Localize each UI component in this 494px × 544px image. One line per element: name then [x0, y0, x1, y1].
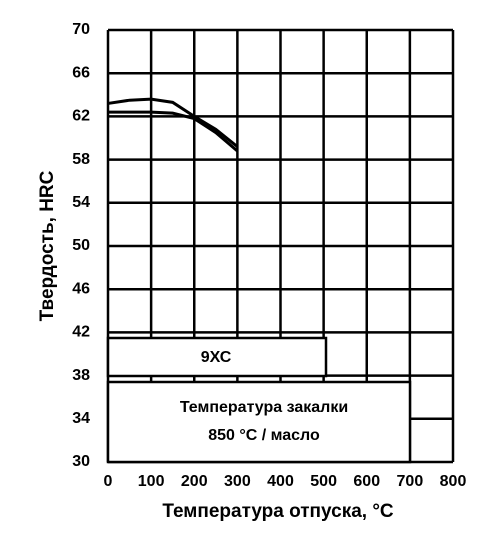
y-tick-label: 66 [72, 64, 90, 81]
y-tick-label: 50 [72, 237, 90, 254]
x-tick-label: 600 [353, 473, 380, 490]
y-tick-label: 30 [72, 453, 90, 470]
x-tick-label: 400 [267, 473, 294, 490]
x-tick-label: 200 [181, 473, 208, 490]
annotation: Температура закалки [180, 399, 348, 416]
data-line [107, 97, 239, 148]
annotation: 850 °C / масло [208, 427, 320, 444]
y-tick-label: 62 [72, 108, 90, 125]
label-box [106, 380, 412, 464]
label-box [106, 336, 328, 378]
y-tick-label: 54 [72, 194, 90, 211]
y-tick-label: 70 [72, 21, 90, 38]
x-tick-label: 100 [138, 473, 165, 490]
x-tick-label: 0 [104, 473, 113, 490]
x-tick-label: 700 [397, 473, 424, 490]
y-axis-label: Твердость, HRC [37, 170, 58, 321]
y-tick-label: 46 [72, 280, 90, 297]
x-axis-label: Температура отпуска, °C [162, 501, 394, 522]
data-line [108, 110, 239, 153]
y-tick-label: 42 [72, 324, 90, 341]
x-tick-label: 500 [310, 473, 337, 490]
x-tick-label: 300 [224, 473, 251, 490]
x-tick-label: 800 [440, 473, 467, 490]
y-tick-label: 58 [72, 151, 90, 168]
annotation: 9ХС [201, 349, 232, 366]
y-tick-label: 34 [72, 410, 90, 427]
y-tick-label: 38 [72, 367, 90, 384]
